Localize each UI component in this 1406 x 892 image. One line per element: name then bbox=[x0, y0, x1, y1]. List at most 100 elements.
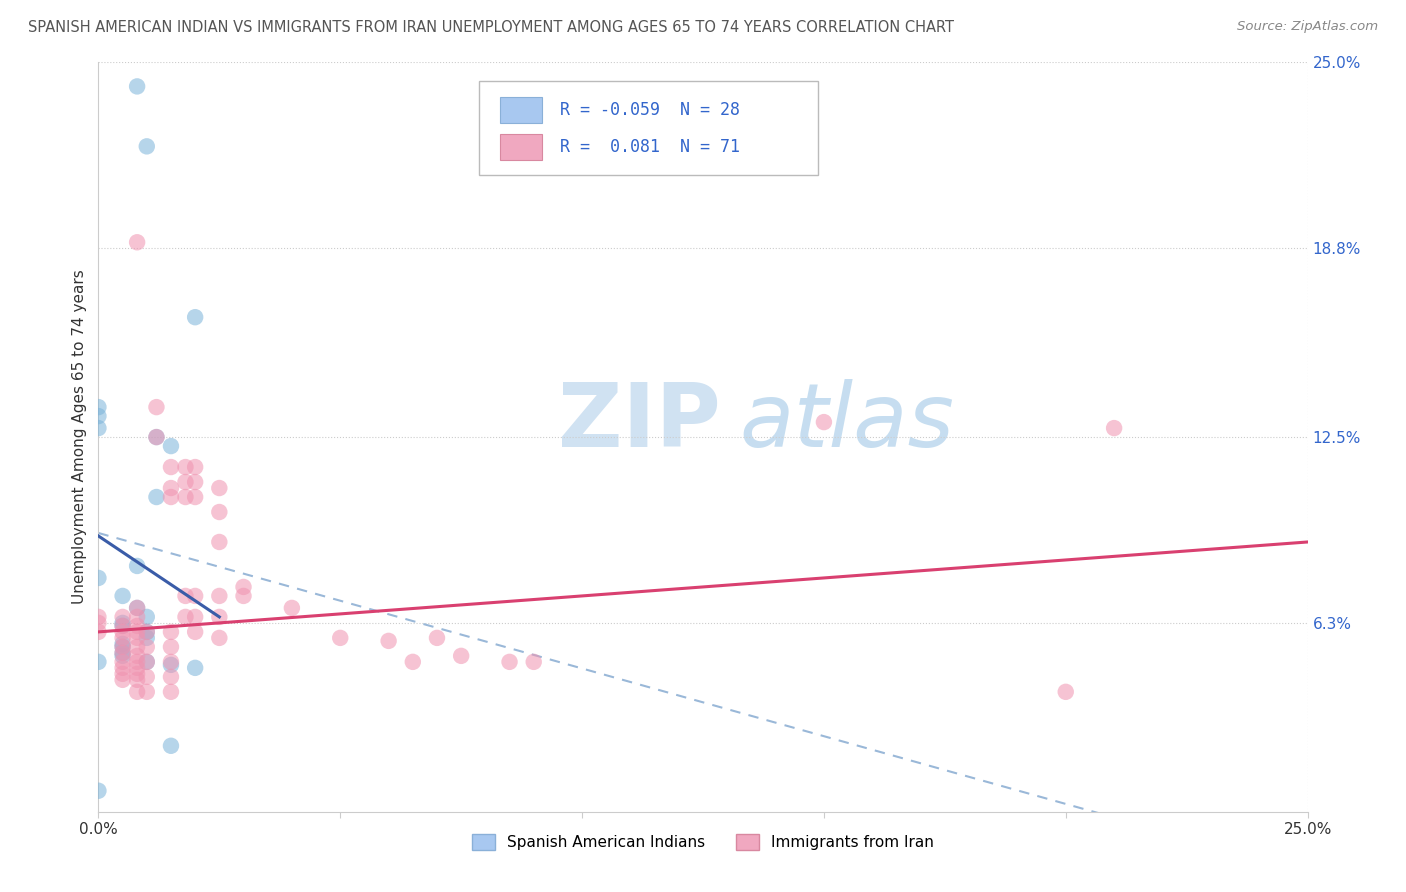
Legend: Spanish American Indians, Immigrants from Iran: Spanish American Indians, Immigrants fro… bbox=[465, 829, 941, 856]
Point bbox=[111, 637, 134, 651]
Point bbox=[111, 640, 134, 654]
Point bbox=[127, 655, 149, 669]
Point bbox=[111, 655, 134, 669]
Point bbox=[160, 624, 183, 639]
Point bbox=[135, 610, 157, 624]
Point bbox=[127, 661, 149, 675]
Point bbox=[174, 475, 197, 489]
Point bbox=[135, 670, 157, 684]
Point bbox=[87, 610, 110, 624]
Point bbox=[127, 235, 149, 250]
Point bbox=[450, 648, 472, 663]
Text: Source: ZipAtlas.com: Source: ZipAtlas.com bbox=[1237, 20, 1378, 33]
Point bbox=[111, 631, 134, 645]
Text: R = -0.059  N = 28: R = -0.059 N = 28 bbox=[561, 101, 741, 119]
Point bbox=[184, 310, 207, 325]
Point bbox=[111, 673, 134, 687]
Point bbox=[135, 655, 157, 669]
Point bbox=[174, 610, 197, 624]
Point bbox=[377, 633, 399, 648]
Point bbox=[184, 624, 207, 639]
Point bbox=[160, 739, 183, 753]
Point bbox=[111, 589, 134, 603]
Point bbox=[111, 619, 134, 633]
Point bbox=[208, 610, 231, 624]
Point bbox=[160, 640, 183, 654]
Point bbox=[281, 601, 304, 615]
Text: R =  0.081  N = 71: R = 0.081 N = 71 bbox=[561, 138, 741, 156]
Point bbox=[127, 673, 149, 687]
Point bbox=[127, 601, 149, 615]
Point bbox=[127, 640, 149, 654]
Point bbox=[111, 661, 134, 675]
Point bbox=[127, 79, 149, 94]
Point bbox=[127, 601, 149, 615]
Point bbox=[184, 460, 207, 475]
Point bbox=[127, 624, 149, 639]
Point bbox=[87, 400, 110, 414]
Point bbox=[208, 631, 231, 645]
Point bbox=[184, 589, 207, 603]
Point bbox=[160, 439, 183, 453]
Bar bbox=[501, 134, 543, 161]
Point bbox=[135, 624, 157, 639]
Point bbox=[184, 610, 207, 624]
Point bbox=[813, 415, 835, 429]
Point bbox=[87, 409, 110, 423]
Point bbox=[329, 631, 352, 645]
Point bbox=[111, 624, 134, 639]
Point bbox=[111, 619, 134, 633]
Point bbox=[127, 648, 149, 663]
Point bbox=[232, 589, 254, 603]
Point bbox=[127, 631, 149, 645]
Point bbox=[402, 655, 425, 669]
Text: atlas: atlas bbox=[740, 379, 955, 465]
Point bbox=[426, 631, 449, 645]
Point bbox=[1054, 685, 1077, 699]
Point bbox=[87, 783, 110, 797]
Point bbox=[160, 685, 183, 699]
Point bbox=[111, 615, 134, 630]
Point bbox=[127, 666, 149, 681]
Point bbox=[145, 430, 167, 444]
Point bbox=[145, 400, 167, 414]
Point bbox=[135, 655, 157, 669]
Point bbox=[111, 646, 134, 660]
Bar bbox=[501, 96, 543, 123]
Point bbox=[127, 558, 149, 573]
Point bbox=[523, 655, 546, 669]
Point bbox=[111, 640, 134, 654]
Text: ZIP: ZIP bbox=[558, 378, 721, 466]
Point bbox=[135, 139, 157, 153]
Point bbox=[87, 655, 110, 669]
Point bbox=[135, 624, 157, 639]
Point bbox=[87, 571, 110, 585]
Point bbox=[111, 648, 134, 663]
Point bbox=[160, 490, 183, 504]
Point bbox=[160, 481, 183, 495]
Point bbox=[208, 535, 231, 549]
Point bbox=[174, 490, 197, 504]
Y-axis label: Unemployment Among Ages 65 to 74 years: Unemployment Among Ages 65 to 74 years bbox=[72, 269, 87, 605]
Point bbox=[145, 430, 167, 444]
Point bbox=[111, 666, 134, 681]
Point bbox=[127, 610, 149, 624]
Point bbox=[127, 619, 149, 633]
Point bbox=[135, 631, 157, 645]
Point bbox=[184, 475, 207, 489]
Point bbox=[174, 460, 197, 475]
Point bbox=[111, 646, 134, 660]
Point bbox=[87, 421, 110, 435]
Point bbox=[145, 490, 167, 504]
Point bbox=[160, 657, 183, 672]
Point bbox=[184, 661, 207, 675]
Point bbox=[1102, 421, 1125, 435]
Point bbox=[160, 460, 183, 475]
Point bbox=[160, 670, 183, 684]
Point bbox=[174, 589, 197, 603]
Point bbox=[184, 490, 207, 504]
Point bbox=[111, 610, 134, 624]
Point bbox=[208, 481, 231, 495]
FancyBboxPatch shape bbox=[479, 81, 818, 175]
Point bbox=[127, 685, 149, 699]
